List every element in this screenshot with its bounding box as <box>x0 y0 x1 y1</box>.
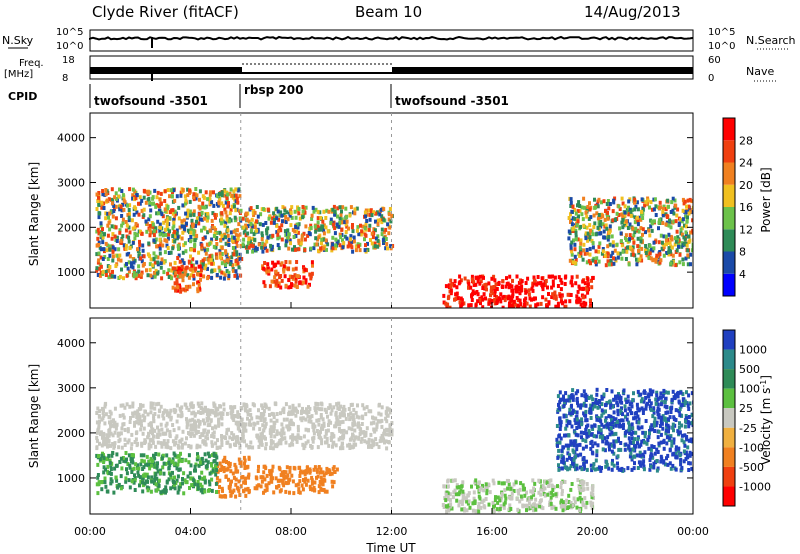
power-colorbar: 4 8 12 16 20 24 28 <box>722 117 753 297</box>
nsearch-tick-high: 10^5 <box>708 27 735 38</box>
cbar-swatch-8 <box>723 486 735 506</box>
scatter-region-0 <box>95 401 394 451</box>
scatter-region-3 <box>95 450 219 496</box>
velocity-scatter <box>95 387 693 514</box>
nsky-trace <box>89 35 694 41</box>
ytick-label-0: 1000 <box>57 266 85 279</box>
freq-tick-high: 18 <box>62 55 75 66</box>
cbar-swatch-5 <box>723 162 735 185</box>
xtick-label-5: 20:00 <box>577 525 609 538</box>
power-ylabel: Slant Range [km] <box>27 162 41 266</box>
cbar-swatch-1 <box>723 349 735 370</box>
freq-band-2 <box>242 72 392 74</box>
freq-band-3 <box>392 67 693 74</box>
velocity-colorbar: 1000 500 100 25 -25 -100 -500 -1000 <box>722 329 771 507</box>
power-scatter <box>95 187 693 308</box>
scatter-region-4 <box>442 274 595 308</box>
cbar-swatch-7 <box>723 118 735 141</box>
cpid-segment-3: twofsound -3501 <box>395 94 509 108</box>
cbar-swatch-4 <box>723 184 735 207</box>
freq-label: Freq. <box>19 58 44 69</box>
cbar-tick-5: 24 <box>739 157 753 170</box>
scatter-region-5 <box>555 387 693 473</box>
power-cbar-label: Power [dB] <box>759 167 773 232</box>
cbar-frame <box>722 117 736 297</box>
velocity-axes: 1000 2000 3000 4000 <box>57 337 693 485</box>
scatter-region-2 <box>253 464 339 496</box>
cpid-segment-2: rbsp 200 <box>244 83 303 97</box>
cbar-tick-0: 1000 <box>739 344 767 357</box>
freq-unit: [MHz] <box>4 69 33 80</box>
cbar-tick-2: 12 <box>739 223 753 236</box>
xtick-label-1: 04:00 <box>175 525 207 538</box>
time-axis: 00:00 04:00 08:00 12:00 16:00 20:00 00:00 <box>74 113 709 538</box>
cbar-swatch-3 <box>723 388 735 409</box>
scatter-region-3 <box>241 204 395 254</box>
xtick-label-2: 08:00 <box>275 525 307 538</box>
xtick-label-3: 12:00 <box>376 525 408 538</box>
cbar-tick-4: 20 <box>739 179 753 192</box>
cbar-swatch-2 <box>723 369 735 389</box>
cbar-tick-3: 25 <box>739 402 753 415</box>
freq-tick-low: 8 <box>62 73 68 84</box>
ytick-label-2: 3000 <box>57 176 85 189</box>
cbar-swatch-6 <box>723 140 735 163</box>
cbar-tick-7: -1000 <box>739 480 771 493</box>
nsearch-tick-low: 10^0 <box>708 41 735 52</box>
nave-tick-low: 0 <box>708 73 714 84</box>
cbar-tick-0: 4 <box>739 268 746 281</box>
xtick-label-4: 16:00 <box>476 525 508 538</box>
cbar-tick-1: 500 <box>739 363 760 376</box>
nsky-tick-high: 10^5 <box>56 27 83 38</box>
cbar-tick-3: 16 <box>739 201 753 214</box>
nsky-panel <box>89 29 694 52</box>
beam-title: Beam 10 <box>355 3 422 21</box>
cbar-tick-6: -500 <box>739 461 764 474</box>
nsky-tick-low: 10^0 <box>56 41 83 52</box>
cbar-swatch-0 <box>723 273 735 296</box>
velocity-ylabel: Slant Range [km] <box>27 364 41 468</box>
nsky-label: N.Sky <box>2 34 34 47</box>
cbar-swatch-5 <box>723 427 735 448</box>
nave-tick-high: 60 <box>708 55 721 66</box>
xtick-label-0: 00:00 <box>74 525 106 538</box>
cbar-tick-6: 28 <box>739 134 753 147</box>
cbar-frame <box>722 329 736 507</box>
scatter-region-1 <box>215 455 251 499</box>
scatter-region-0 <box>95 187 244 281</box>
cbar-swatch-7 <box>723 466 735 487</box>
ytick-label-3: 4000 <box>57 132 85 145</box>
velocity-cbar-label: Velocity [m s-1] <box>759 375 773 465</box>
power-axes: 1000 2000 3000 4000 <box>57 132 693 279</box>
cbar-swatch-0 <box>723 330 735 350</box>
freq-band-1 <box>90 67 242 74</box>
cbar-tick-4: -25 <box>739 422 757 435</box>
ytick-label-0: 1000 <box>57 472 85 485</box>
nave-label: Nave <box>746 65 774 78</box>
cbar-tick-5: -100 <box>739 441 764 454</box>
cbar-swatch-3 <box>723 207 735 230</box>
cpid-segment-1: twofsound -3501 <box>94 94 208 108</box>
station-title: Clyde River (fitACF) <box>92 3 239 21</box>
cbar-tick-1: 8 <box>739 246 746 259</box>
ytick-label-1: 2000 <box>57 427 85 440</box>
cbar-swatch-2 <box>723 229 735 252</box>
cbar-swatch-1 <box>723 251 735 274</box>
time-axis-label: Time UT <box>365 541 416 554</box>
cpid-label: CPID <box>8 90 37 103</box>
cbar-swatch-4 <box>723 408 735 428</box>
scatter-region-5 <box>567 196 693 268</box>
scatter-region-2 <box>261 260 314 290</box>
xtick-label-6: 00:00 <box>677 525 709 538</box>
cbar-swatch-6 <box>723 447 735 467</box>
cbar-tick-2: 100 <box>739 383 760 396</box>
ytick-label-3: 4000 <box>57 337 85 350</box>
ytick-label-2: 3000 <box>57 382 85 395</box>
date-title: 14/Aug/2013 <box>584 3 681 21</box>
scatter-region-1 <box>171 263 203 294</box>
scatter-region-4 <box>441 478 595 514</box>
ytick-label-1: 2000 <box>57 221 85 234</box>
nsearch-label: N.Search <box>746 34 796 47</box>
